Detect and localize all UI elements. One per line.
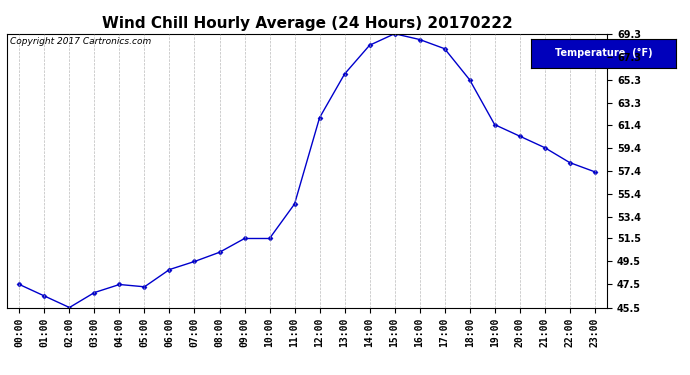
Text: Temperature  (°F): Temperature (°F) [555,48,653,58]
Text: Copyright 2017 Cartronics.com: Copyright 2017 Cartronics.com [10,38,152,46]
Title: Wind Chill Hourly Average (24 Hours) 20170222: Wind Chill Hourly Average (24 Hours) 201… [101,16,513,31]
